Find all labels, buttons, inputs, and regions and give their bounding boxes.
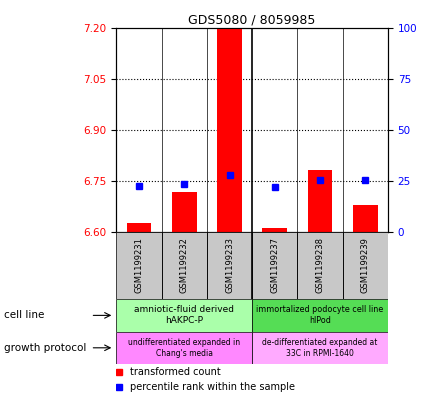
Text: GSM1199231: GSM1199231 <box>134 237 143 293</box>
Bar <box>116 232 161 299</box>
Bar <box>116 299 252 332</box>
Text: amniotic-fluid derived
hAKPC-P: amniotic-fluid derived hAKPC-P <box>134 305 234 325</box>
Text: GSM1199232: GSM1199232 <box>179 237 188 293</box>
Bar <box>126 223 151 232</box>
Bar <box>297 232 342 299</box>
Bar <box>262 228 286 232</box>
Text: growth protocol: growth protocol <box>4 343 86 353</box>
Text: de-differentiated expanded at
33C in RPMI-1640: de-differentiated expanded at 33C in RPM… <box>262 338 377 358</box>
Text: GSM1199233: GSM1199233 <box>224 237 233 293</box>
Text: GSM1199239: GSM1199239 <box>360 237 369 293</box>
Text: cell line: cell line <box>4 310 45 320</box>
Bar <box>252 299 387 332</box>
Bar <box>217 29 241 232</box>
Bar <box>252 332 387 364</box>
Bar <box>116 332 252 364</box>
Bar <box>307 170 332 232</box>
Text: GSM1199237: GSM1199237 <box>270 237 279 293</box>
Bar <box>342 232 387 299</box>
Text: GSM1199238: GSM1199238 <box>315 237 324 293</box>
Bar <box>161 232 206 299</box>
Bar <box>206 232 252 299</box>
Bar <box>352 205 377 232</box>
Bar <box>172 192 196 232</box>
Bar <box>252 232 297 299</box>
Text: percentile rank within the sample: percentile rank within the sample <box>130 382 294 391</box>
Text: undifferentiated expanded in
Chang's media: undifferentiated expanded in Chang's med… <box>128 338 240 358</box>
Title: GDS5080 / 8059985: GDS5080 / 8059985 <box>188 13 315 26</box>
Text: transformed count: transformed count <box>130 367 220 377</box>
Text: immortalized podocyte cell line
hIPod: immortalized podocyte cell line hIPod <box>256 305 383 325</box>
